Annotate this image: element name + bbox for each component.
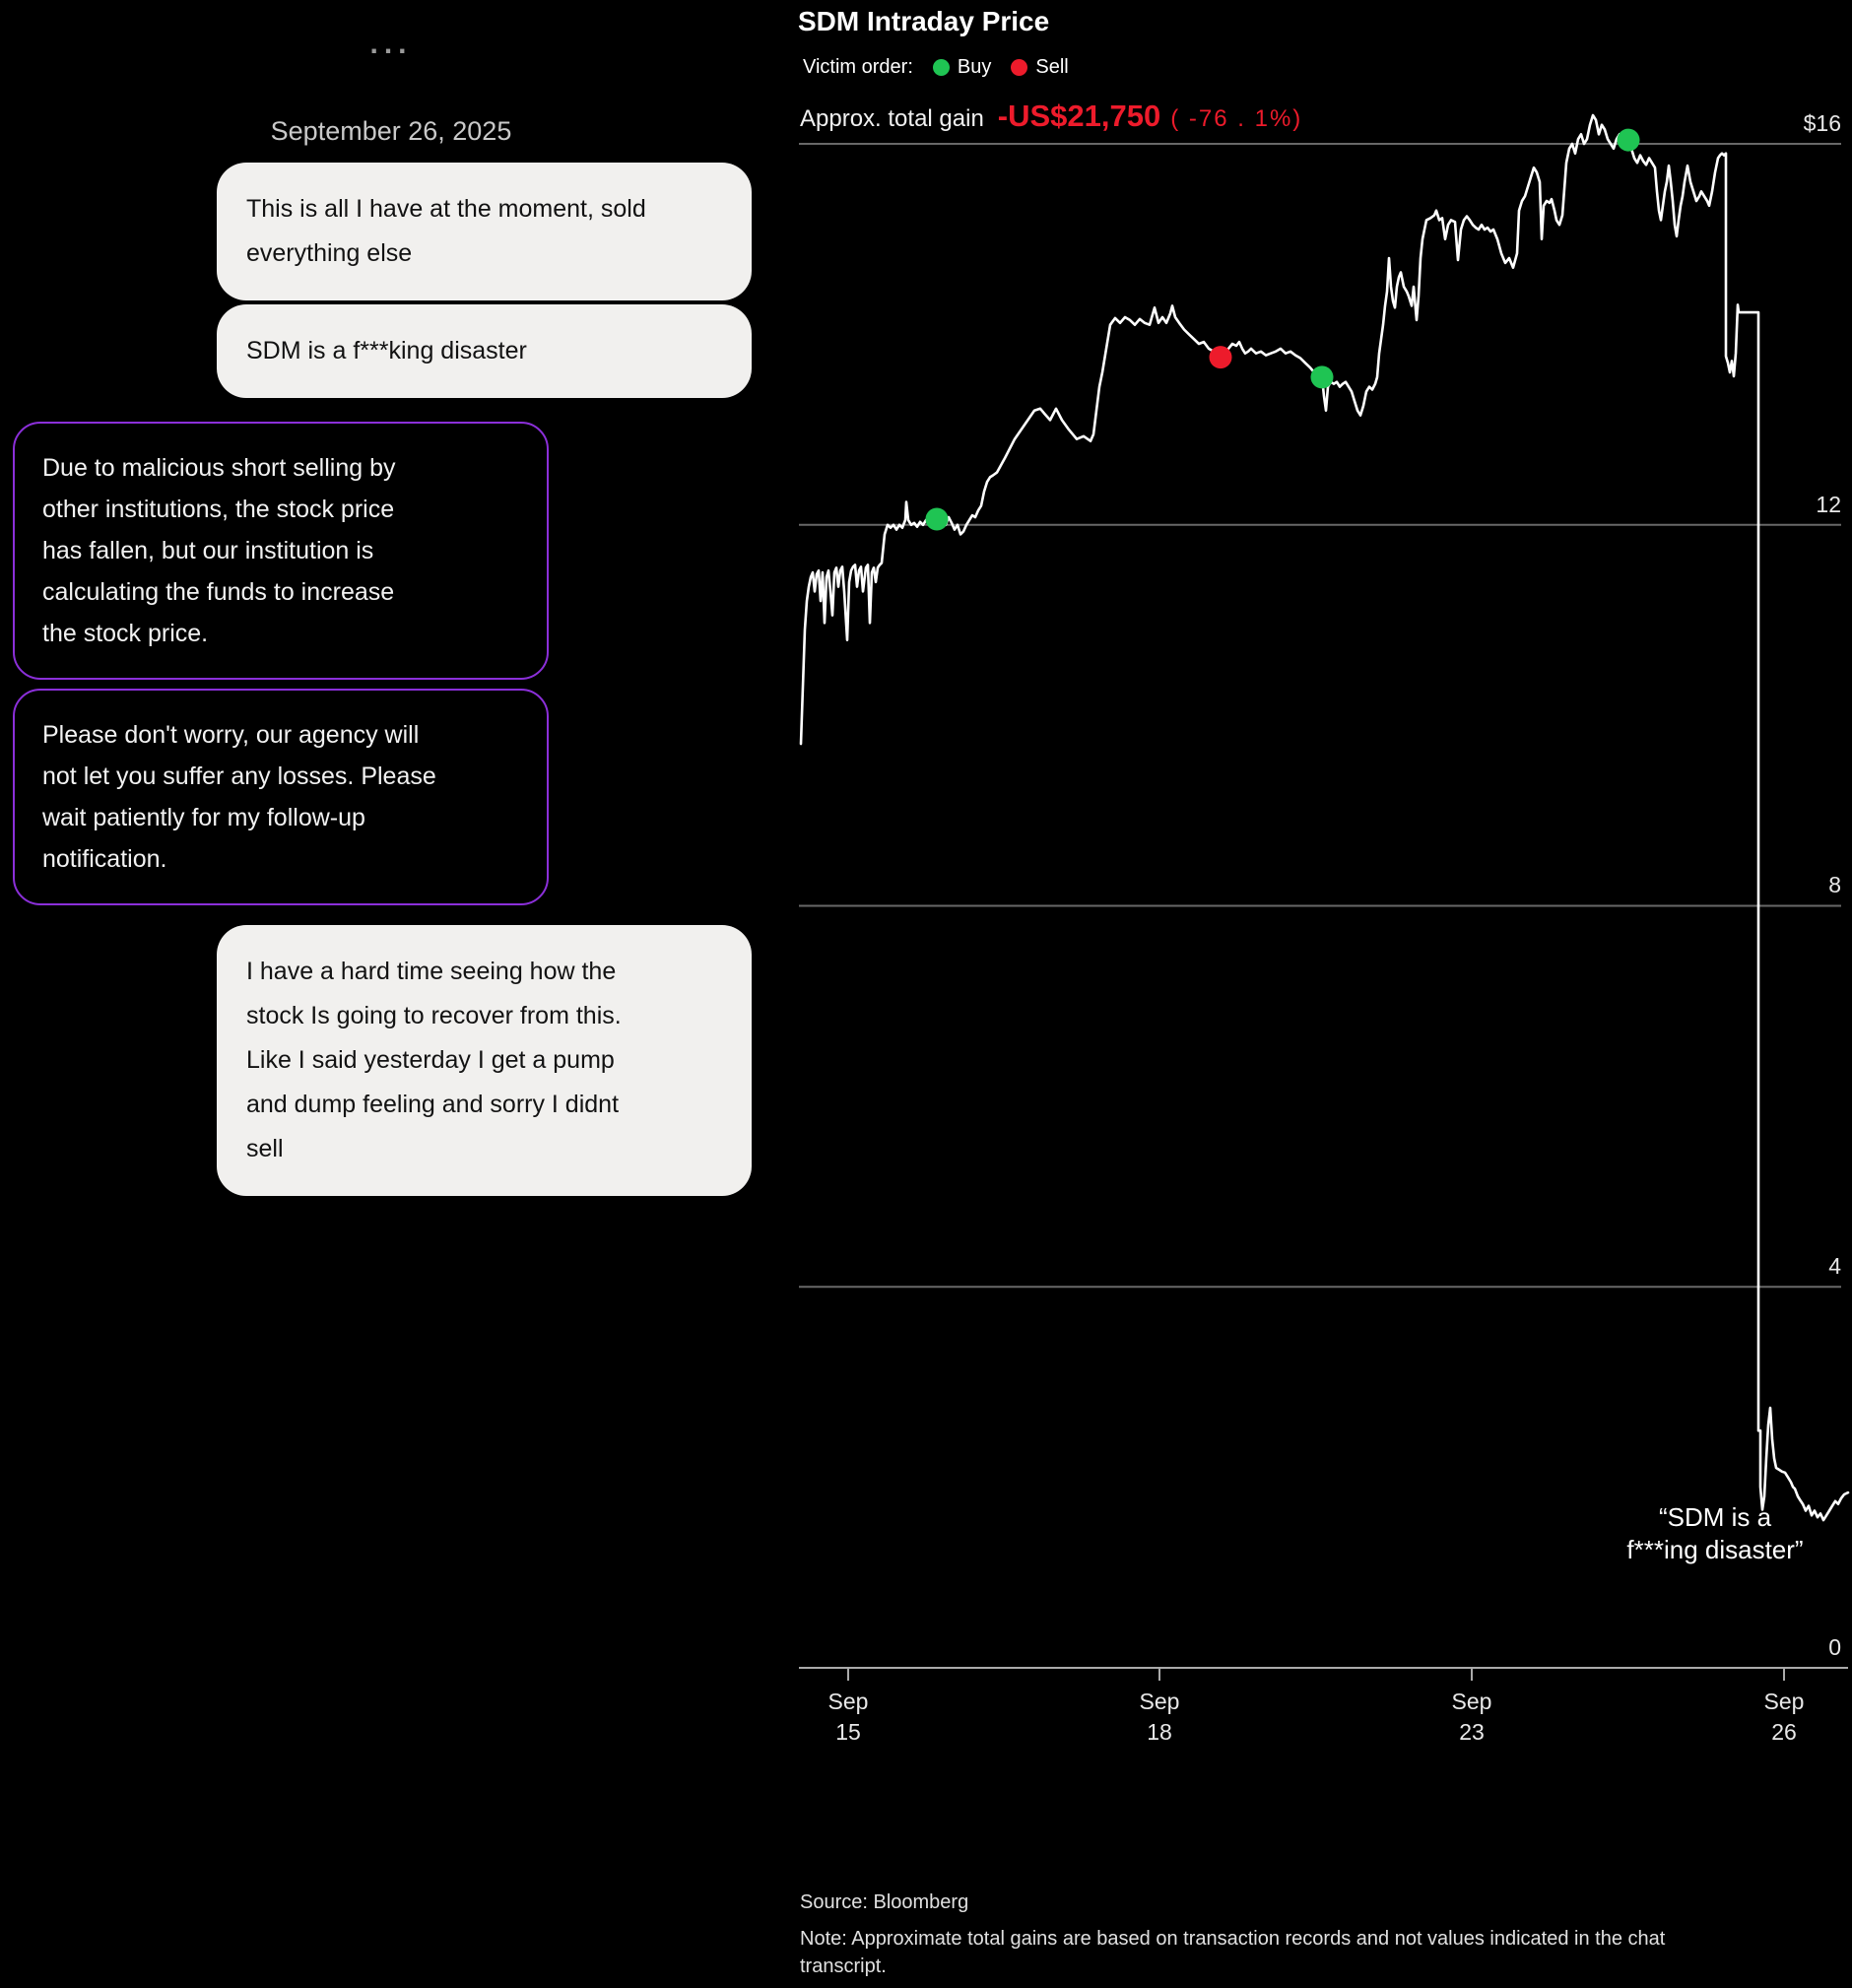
gain-value: -US$21,750 xyxy=(997,99,1161,133)
y-axis-label-12: 12 xyxy=(1816,492,1841,517)
chat-bubble-victim: This is all I have at the moment, sold e… xyxy=(217,163,752,300)
sell-dot-icon xyxy=(1011,59,1028,76)
sell-marker-dot-icon xyxy=(1209,346,1232,369)
x-axis-label-sep15: Sep 15 xyxy=(827,1689,869,1745)
y-axis-label-16: $16 xyxy=(1803,110,1841,136)
chat-bubble-scammer: Due to malicious short selling by other … xyxy=(13,422,549,680)
x-axis-label-sep23: Sep 23 xyxy=(1451,1689,1492,1745)
y-axis-label-4: 4 xyxy=(1828,1253,1841,1279)
buy-marker-dot-icon xyxy=(925,507,949,531)
x-axis-label-sep18: Sep 18 xyxy=(1139,1689,1180,1745)
gain-percent: ( -76 . 1%) xyxy=(1170,105,1303,132)
chat-date: September 26, 2025 xyxy=(270,116,512,146)
buy-marker-dot-icon xyxy=(1310,365,1334,389)
x-axis-label-sep26: Sep 26 xyxy=(1763,1689,1805,1745)
source-credit: Source: Bloomberg xyxy=(800,1891,969,1913)
chat-bubble-victim: SDM is a f***king disaster xyxy=(217,304,752,398)
chart-title: SDM Intraday Price xyxy=(798,6,1050,36)
chart-annotation-quote: “SDM is a f***ing disaster” xyxy=(1626,1502,1804,1564)
chat-bubble-scammer: Please don't worry, our agency will not … xyxy=(13,689,549,905)
chat-menu-dots-icon[interactable]: ... xyxy=(369,28,413,60)
total-gain-readout: Approx. total gain -US$21,750 ( -76 . 1%… xyxy=(800,99,1302,134)
footnote: Note: Approximate total gains are based … xyxy=(800,1928,1666,1977)
legend-label: Victim order: xyxy=(803,56,913,78)
gain-label: Approx. total gain xyxy=(800,105,984,132)
chat-bubble-victim: I have a hard time seeing how the stock … xyxy=(217,925,752,1196)
legend-buy-label: Buy xyxy=(957,56,992,78)
buy-marker-dot-icon xyxy=(1617,128,1640,152)
buy-dot-icon xyxy=(932,59,950,76)
y-axis-label-8: 8 xyxy=(1828,872,1841,897)
chart-legend: Victim order: Buy Sell xyxy=(803,56,1069,79)
price-line xyxy=(799,113,1850,1522)
y-axis-label-0: 0 xyxy=(1828,1634,1841,1660)
legend-sell-label: Sell xyxy=(1035,56,1069,78)
